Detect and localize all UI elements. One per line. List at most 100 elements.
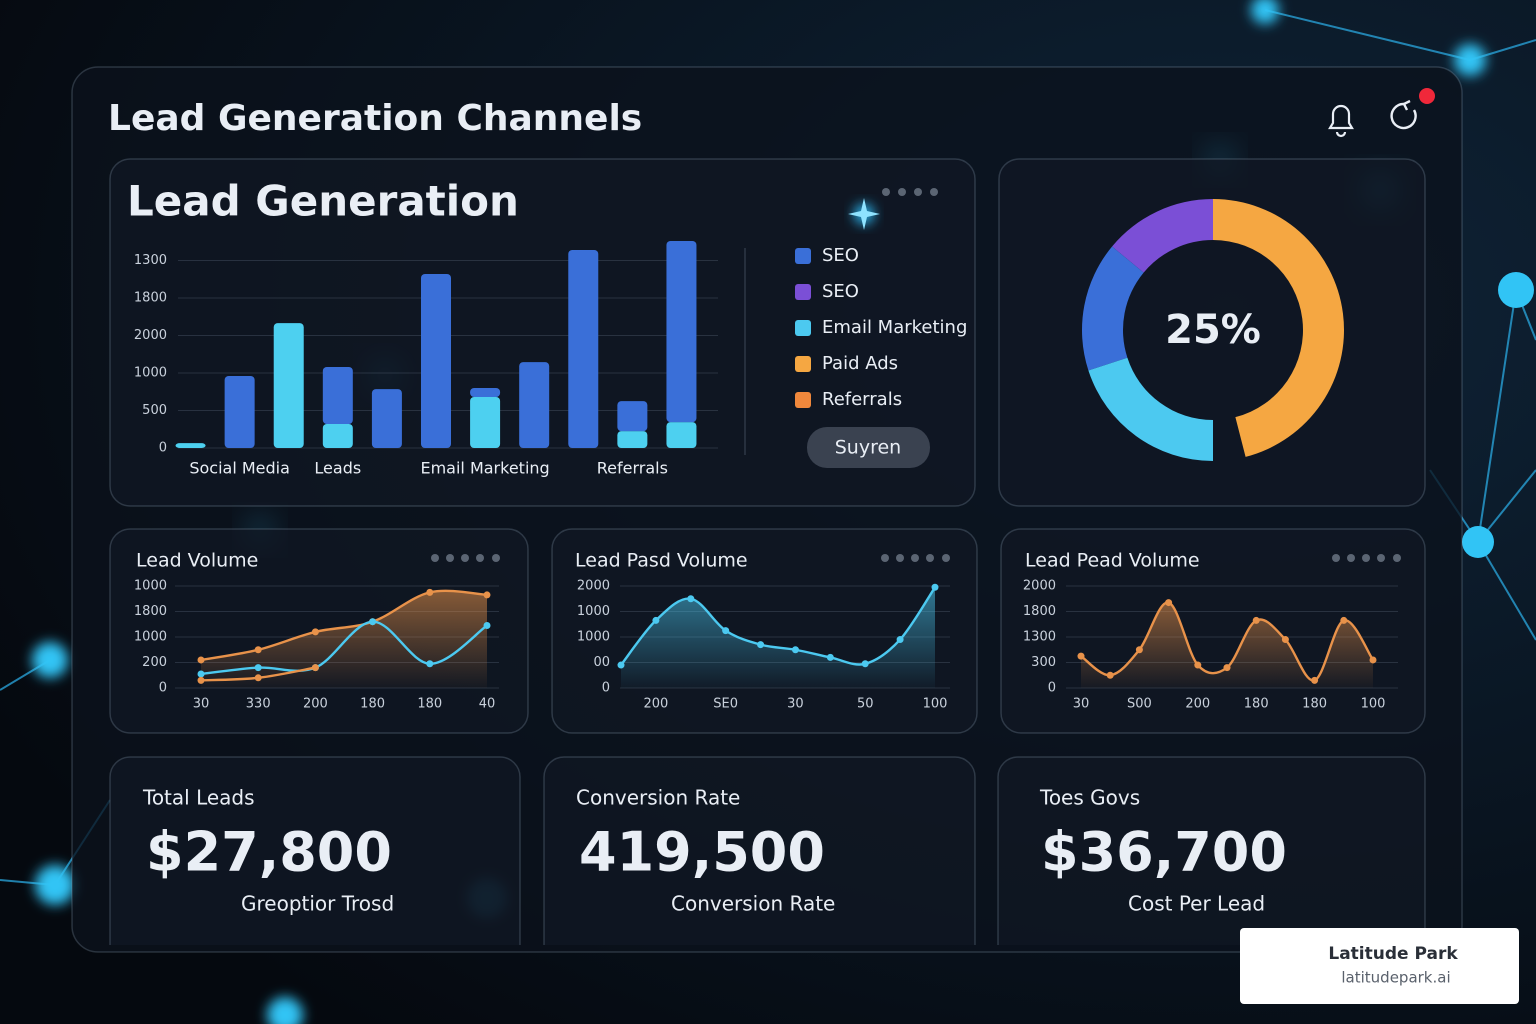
kpi-value: $36,700 <box>1041 821 1287 884</box>
y-tick-label: 0 <box>159 681 167 696</box>
line-point <box>426 660 434 668</box>
kpi-caption: Conversion Rate <box>671 892 835 916</box>
button[interactable] <box>807 427 930 468</box>
y-tick-label: 00 <box>593 655 610 670</box>
bar <box>224 376 255 448</box>
y-tick-label: 1300 <box>1023 630 1056 645</box>
y-tick-label: 0 <box>602 681 610 696</box>
x-tick-label: 180 <box>1244 697 1269 712</box>
x-tick-label: 200 <box>303 697 328 712</box>
x-tick-label: 180 <box>1302 697 1327 712</box>
x-tick-label: 200 <box>643 697 668 712</box>
line-point <box>254 664 262 672</box>
sparkle <box>848 198 880 230</box>
donut-segment <box>1082 246 1144 371</box>
legend-swatch <box>795 356 811 372</box>
x-tick-label: 50 <box>857 697 874 712</box>
line-point <box>1135 646 1143 654</box>
bar <box>371 389 402 448</box>
bar <box>322 424 353 448</box>
line-point <box>1223 664 1231 672</box>
x-tick-label: 40 <box>479 697 496 712</box>
bar <box>470 397 501 448</box>
x-tick-label: Leads <box>314 459 361 478</box>
line-point <box>617 661 625 669</box>
card <box>997 756 1426 945</box>
kpi-value: $27,800 <box>146 821 392 884</box>
legend-swatch <box>795 392 811 408</box>
line-point <box>722 627 730 635</box>
bar <box>617 401 648 432</box>
line-point <box>1252 616 1260 624</box>
y-tick-label: 1000 <box>134 366 167 381</box>
line-point <box>687 595 695 603</box>
line-point <box>1106 671 1114 679</box>
line-point <box>369 618 377 626</box>
bell-icon[interactable] <box>1328 104 1354 138</box>
line-point <box>791 646 799 654</box>
line-point <box>1311 676 1319 684</box>
line-point <box>1281 636 1289 644</box>
line-point <box>254 674 262 682</box>
y-tick-label: 1000 <box>577 630 610 645</box>
x-tick-label: Referrals <box>597 459 668 478</box>
legend-swatch <box>795 320 811 336</box>
y-tick-label: 2000 <box>134 328 167 343</box>
legend-label: Email Marketing <box>822 317 967 338</box>
line-point <box>197 656 205 664</box>
button-label: Suyren <box>835 437 901 459</box>
line-point <box>826 653 834 661</box>
legend-swatch <box>795 284 811 300</box>
menu-dots[interactable] <box>431 554 1401 562</box>
y-tick-label: 1000 <box>134 579 167 594</box>
bar <box>470 388 501 397</box>
donut-center-label: 25% <box>1165 307 1261 353</box>
legend-label: SEO <box>822 281 859 302</box>
kpi-title: Toes Govs <box>1039 786 1140 810</box>
x-tick-label: 180 <box>417 697 442 712</box>
x-tick-label: Email Marketing <box>420 459 549 478</box>
x-tick-label: 200 <box>1185 697 1210 712</box>
kpi-caption: Greoptior Trosd <box>241 892 394 916</box>
chart-title: Lead Generation <box>127 177 519 226</box>
donut-segment <box>1088 357 1213 461</box>
y-tick-label: 200 <box>142 655 167 670</box>
menu-dots[interactable] <box>882 188 938 196</box>
line-point <box>896 636 904 644</box>
donut-segment <box>1213 199 1345 457</box>
x-tick-label: 30 <box>193 697 210 712</box>
y-tick-label: 2000 <box>577 579 610 594</box>
line-point <box>1194 661 1202 669</box>
y-tick-label: 500 <box>142 403 167 418</box>
line-point <box>483 622 491 630</box>
line <box>200 589 488 662</box>
x-tick-label: SE0 <box>713 697 738 712</box>
refresh-icon[interactable] <box>1390 99 1417 130</box>
page-title: Lead Generation Channels <box>108 98 642 139</box>
line-point <box>254 646 262 654</box>
line-point <box>1165 599 1173 607</box>
badge-url: latitudepark.ai <box>1341 969 1450 987</box>
y-tick-label: 0 <box>1048 681 1056 696</box>
bar <box>568 250 599 448</box>
x-tick-label: Social Media <box>189 459 290 478</box>
line-point <box>1369 656 1377 664</box>
kpi-caption: Cost Per Lead <box>1128 892 1265 916</box>
legend-label: Referrals <box>822 389 902 410</box>
card <box>543 756 976 945</box>
chart-title: Lead Pead Volume <box>1025 550 1200 572</box>
y-tick-label: 300 <box>1031 655 1056 670</box>
line-point <box>311 628 319 636</box>
kpi-title: Conversion Rate <box>576 786 740 810</box>
bar <box>666 241 697 423</box>
chart-title: Lead Pasd Volume <box>575 550 748 572</box>
x-tick-label: 330 <box>246 697 271 712</box>
line-point <box>197 670 205 678</box>
line-point <box>426 588 434 596</box>
y-tick-label: 1800 <box>1023 604 1056 619</box>
line-point <box>1340 616 1348 624</box>
bar <box>617 431 648 448</box>
kpi-value: 419,500 <box>579 821 825 884</box>
line-point <box>931 583 939 591</box>
